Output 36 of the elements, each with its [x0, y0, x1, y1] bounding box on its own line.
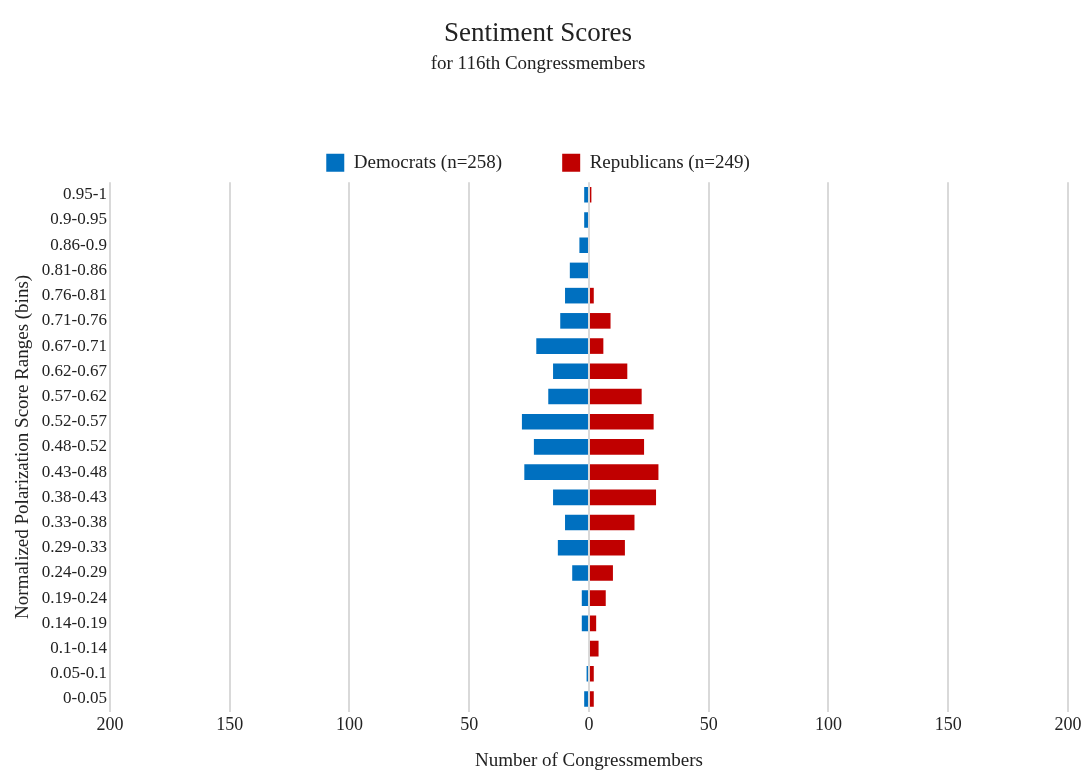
y-tick-label: 0.33-0.38 [41, 512, 107, 531]
y-tick-label: 0.38-0.43 [41, 486, 107, 506]
y-axis-title: Normalized Polarization Score Ranges (bins) [11, 274, 34, 619]
y-tick-label: 0.05-0.1 [50, 663, 107, 683]
y-tick-label: 0.52-0.57 [41, 411, 108, 431]
x-tick-label: 50 [460, 714, 479, 735]
legend-label: Democrats (n=258) [353, 150, 503, 173]
x-tick-label: 50 [699, 714, 718, 735]
chart-subtitle: for 116th Congressmembers [430, 51, 646, 73]
x-tick-label: 150 [934, 714, 962, 735]
y-tick-label: 0.67-0.71 [41, 335, 107, 355]
y-tick-label: 0.81-0.86 [41, 259, 107, 279]
legend-label: Republicans (n=249) [589, 150, 750, 173]
y-tick-label: 0.9-0.95 [50, 209, 107, 229]
x-tick-label: 150 [216, 714, 244, 735]
y-tick-label: 0.14-0.19 [41, 612, 107, 632]
y-tick-label: 0.86-0.9 [50, 234, 107, 254]
y-tick-label: 0.62-0.67 [41, 360, 108, 380]
x-tick-label: 200 [1054, 714, 1082, 735]
y-tick-label: 0-0.05 [63, 688, 107, 708]
y-tick-label: 0.19-0.24 [41, 587, 108, 607]
y-tick-label: 0.29-0.33 [41, 537, 107, 557]
x-tick-label: 100 [814, 714, 842, 735]
x-tick-label: 100 [335, 714, 363, 735]
y-tick-label: 0.43-0.48 [41, 461, 107, 481]
x-tick-label: 200 [96, 714, 124, 735]
x-tick-label: 0 [584, 714, 594, 735]
y-tick-label: 0.24-0.29 [41, 562, 107, 582]
y-tick-label: 0.1-0.14 [50, 638, 108, 658]
y-tick-label: 0.57-0.62 [41, 385, 107, 405]
y-tick-label: 0.48-0.52 [41, 436, 107, 456]
y-tick-label: 0.71-0.76 [41, 310, 107, 330]
y-tick-label: 0.95-1 [63, 184, 107, 204]
x-axis-title: Number of Congressmembers [475, 748, 703, 770]
chart-title: Sentiment Scores [443, 17, 633, 48]
y-tick-label: 0.76-0.81 [41, 285, 107, 305]
